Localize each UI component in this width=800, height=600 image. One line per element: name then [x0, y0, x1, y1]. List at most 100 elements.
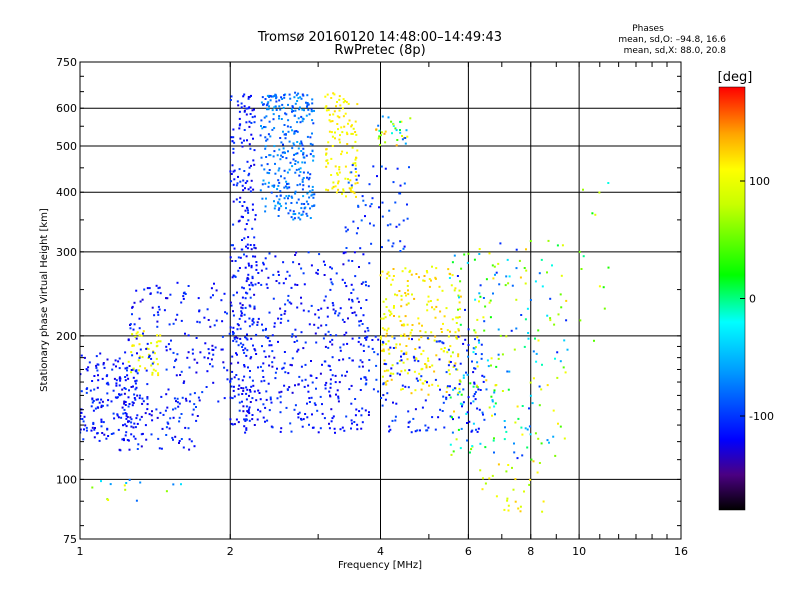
- scatter-point: [136, 422, 139, 425]
- scatter-point: [300, 142, 303, 145]
- scatter-point: [154, 352, 156, 355]
- scatter-point: [476, 407, 479, 410]
- scatter-point: [366, 327, 369, 329]
- scatter-point: [249, 186, 252, 189]
- scatter-point: [255, 333, 258, 336]
- scatter-point: [305, 114, 308, 117]
- scatter-point: [326, 93, 329, 96]
- scatter-point: [214, 346, 217, 349]
- scatter-point: [118, 357, 121, 360]
- scatter-point: [124, 388, 127, 390]
- scatter-point: [140, 433, 143, 436]
- scatter-point: [331, 120, 334, 123]
- scatter-point: [229, 99, 232, 101]
- scatter-point: [240, 306, 243, 309]
- scatter-point: [266, 108, 268, 111]
- scatter-point: [403, 245, 406, 248]
- scatter-point: [251, 275, 254, 278]
- scatter-point: [503, 438, 506, 441]
- scatter-point: [245, 414, 248, 417]
- scatter-point: [445, 371, 448, 374]
- scatter-point: [351, 164, 354, 167]
- scatter-point: [342, 358, 345, 361]
- scatter-point: [447, 348, 450, 351]
- scatter-point: [359, 247, 362, 250]
- scatter-point: [353, 311, 356, 314]
- scatter-point: [314, 403, 317, 406]
- scatter-point: [481, 488, 484, 491]
- scatter-point: [188, 438, 191, 441]
- scatter-point: [271, 361, 274, 364]
- scatter-point: [283, 351, 286, 353]
- scatter-point: [117, 360, 120, 363]
- scatter-point: [445, 396, 448, 399]
- scatter-point: [328, 119, 331, 122]
- scatter-point: [158, 308, 161, 311]
- scatter-point: [269, 99, 272, 102]
- scatter-point: [243, 170, 246, 172]
- scatter-point: [297, 348, 300, 351]
- scatter-point: [124, 401, 127, 403]
- scatter-point: [291, 165, 294, 168]
- scatter-point: [331, 302, 334, 304]
- scatter-point: [339, 428, 342, 431]
- scatter-point: [253, 244, 256, 247]
- scatter-point: [326, 306, 329, 309]
- scatter-point: [236, 337, 239, 340]
- scatter-point: [281, 156, 284, 158]
- scatter-point: [455, 316, 458, 319]
- scatter-point: [474, 353, 477, 355]
- scatter-point: [100, 480, 102, 483]
- scatter-point: [334, 312, 337, 315]
- scatter-point: [300, 97, 303, 100]
- scatter-point: [278, 207, 281, 210]
- scatter-point: [268, 96, 271, 98]
- scatter-point: [449, 330, 451, 333]
- scatter-point: [305, 154, 308, 157]
- scatter-point: [513, 348, 516, 351]
- scatter-point: [176, 281, 179, 284]
- scatter-point: [233, 423, 236, 426]
- scatter-point: [540, 258, 543, 261]
- scatter-point: [459, 447, 462, 450]
- scatter-point: [370, 242, 373, 245]
- scatter-point: [466, 261, 469, 264]
- scatter-point: [379, 274, 382, 277]
- scatter-point: [249, 296, 252, 299]
- scatter-point: [128, 389, 130, 392]
- scatter-point: [411, 324, 414, 326]
- scatter-point: [242, 343, 245, 346]
- scatter-point: [386, 380, 389, 382]
- scatter-point: [249, 401, 252, 403]
- scatter-point: [174, 318, 177, 321]
- scatter-point: [223, 366, 226, 369]
- scatter-point: [283, 362, 286, 365]
- scatter-point: [233, 395, 236, 398]
- scatter-point: [111, 368, 114, 371]
- scatter-point: [248, 143, 251, 146]
- scatter-point: [392, 401, 394, 404]
- scatter-point: [478, 408, 481, 411]
- scatter-point: [280, 118, 283, 120]
- scatter-point: [142, 330, 145, 333]
- scatter-point: [315, 271, 318, 274]
- scatter-point: [165, 297, 167, 300]
- scatter-point: [327, 162, 330, 165]
- scatter-point: [291, 147, 294, 150]
- scatter-point: [278, 202, 281, 205]
- scatter-point: [311, 150, 314, 153]
- scatter-point: [81, 418, 84, 420]
- scatter-point: [355, 232, 358, 235]
- scatter-point: [562, 366, 565, 369]
- scatter-point: [83, 356, 86, 359]
- scatter-point: [420, 368, 423, 371]
- scatter-point: [293, 217, 296, 220]
- scatter-point: [323, 274, 326, 276]
- scatter-point: [478, 248, 481, 250]
- scatter-point: [296, 306, 299, 309]
- scatter-point: [228, 332, 231, 335]
- scatter-point: [271, 334, 274, 337]
- scatter-point: [254, 247, 257, 250]
- scatter-point: [242, 410, 245, 413]
